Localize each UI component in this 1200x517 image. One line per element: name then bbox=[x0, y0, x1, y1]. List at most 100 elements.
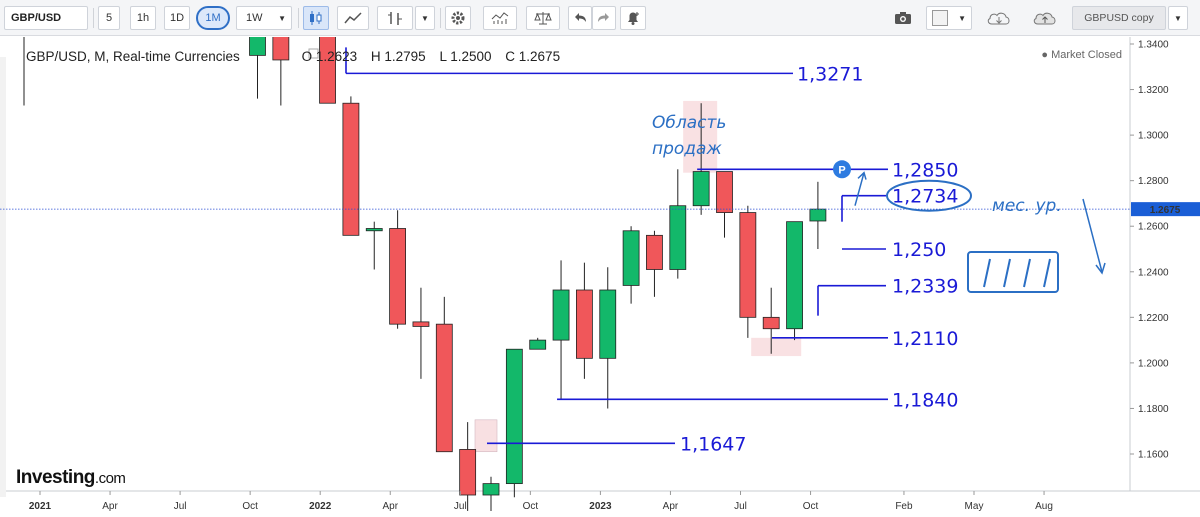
x-tick-label: Apr bbox=[382, 501, 398, 512]
save-layout-button[interactable] bbox=[1028, 6, 1062, 30]
level-label: 1,3271 bbox=[797, 63, 863, 85]
low-zone-highlight bbox=[474, 419, 498, 453]
candle bbox=[786, 221, 803, 341]
indicator-button[interactable] bbox=[377, 6, 413, 30]
chart-type-dropdown[interactable]: ▼ bbox=[415, 6, 435, 30]
low-zone-highlight bbox=[751, 337, 802, 357]
level-label: 1,1840 bbox=[892, 389, 958, 411]
indicators-icon bbox=[491, 12, 509, 24]
price-chart[interactable]: 1.2675 1,3271 1,2850 1,2734 1,250 1,2339 1,211… bbox=[0, 37, 1200, 517]
gear-icon bbox=[451, 11, 465, 25]
candle bbox=[412, 287, 430, 379]
candle-body bbox=[482, 483, 500, 496]
x-tick-label: Aug bbox=[1035, 501, 1053, 512]
candle-body bbox=[272, 37, 290, 61]
color-swatch bbox=[932, 10, 948, 26]
candle-body bbox=[529, 339, 547, 350]
sell-zone-label: Область bbox=[652, 113, 726, 133]
x-tick-label: Oct bbox=[803, 501, 819, 512]
chevron-down-icon: ▼ bbox=[1174, 13, 1182, 23]
chart-legend: GBP/USD, M, Real-time Currencies O 1.262… bbox=[26, 49, 560, 64]
candle-body bbox=[319, 37, 336, 104]
candle-body bbox=[622, 230, 640, 286]
candle-body bbox=[459, 449, 477, 496]
scales-icon bbox=[534, 12, 552, 25]
candle bbox=[809, 181, 827, 249]
chart-toolbar: GBP/USD 5 1h 1D 1M 1W ▼ ▼ ▼ bbox=[0, 0, 1200, 36]
candle-body bbox=[809, 208, 827, 222]
interval-1d-button[interactable]: 1D bbox=[164, 6, 190, 30]
redo-button[interactable] bbox=[592, 6, 616, 30]
level-label: 1,250 bbox=[892, 239, 946, 261]
legend-high: H 1.2795 bbox=[370, 49, 426, 64]
undo-button[interactable] bbox=[568, 6, 592, 30]
chevron-down-icon: ▼ bbox=[278, 13, 286, 23]
saved-layout-name[interactable]: GBPUSD copy bbox=[1072, 6, 1166, 30]
interval-1m-button[interactable]: 1M bbox=[196, 6, 230, 30]
sell-zone-label: продаж bbox=[652, 139, 722, 159]
candle bbox=[762, 287, 780, 354]
camera-icon bbox=[895, 12, 911, 24]
symbol-selector[interactable]: GBP/USD bbox=[4, 6, 88, 30]
color-picker[interactable]: ▼ bbox=[926, 6, 972, 30]
investing-logo: Investing.com bbox=[16, 467, 126, 489]
pivot-marker-icon bbox=[833, 160, 851, 179]
arrow-up-head bbox=[857, 171, 867, 180]
candle-body bbox=[552, 289, 570, 341]
interval-1w-dropdown[interactable]: 1W ▼ bbox=[236, 6, 292, 30]
monthly-level-label: мес. ур. bbox=[992, 196, 1062, 216]
compare-button[interactable] bbox=[526, 6, 560, 30]
bar-ohlc-icon bbox=[388, 12, 402, 25]
level-label: 1,2339 bbox=[892, 276, 958, 298]
legend-close: C 1.2675 bbox=[505, 49, 561, 64]
level-label: 1,1647 bbox=[680, 433, 746, 455]
candle-body bbox=[576, 289, 593, 359]
candlestick-chart-button[interactable] bbox=[303, 6, 329, 30]
settings-button[interactable] bbox=[445, 6, 471, 30]
interval-1h-button[interactable]: 1h bbox=[130, 6, 156, 30]
candle bbox=[272, 37, 290, 106]
screenshot-button[interactable] bbox=[888, 6, 918, 30]
alert-button[interactable] bbox=[620, 6, 646, 30]
x-tick-label: Oct bbox=[523, 501, 539, 512]
candle-body bbox=[505, 348, 523, 485]
candle bbox=[622, 226, 640, 304]
candle bbox=[552, 260, 570, 400]
candle-body bbox=[599, 289, 617, 359]
candle bbox=[505, 348, 523, 498]
candle bbox=[482, 476, 500, 511]
legend-low: L 1.2500 bbox=[439, 49, 492, 64]
axes: 1.3400 1.3200 1.3000 1.2800 1.2600 1.2400 1.22… bbox=[29, 40, 1169, 513]
level-label: 1,2110 bbox=[892, 328, 958, 350]
candle-body bbox=[389, 228, 407, 325]
candle bbox=[23, 37, 25, 106]
y-tick-label: 1.3400 bbox=[1138, 40, 1169, 51]
market-status-label: Market Closed bbox=[1051, 49, 1122, 61]
current-price-tag bbox=[1131, 202, 1200, 217]
y-tick-label: 1.2400 bbox=[1138, 267, 1169, 278]
candle bbox=[529, 337, 547, 350]
candle bbox=[692, 103, 710, 215]
status-dot-icon: ● bbox=[1041, 49, 1049, 61]
candle bbox=[319, 37, 336, 104]
y-tick-label: 1.2600 bbox=[1138, 222, 1169, 233]
candle bbox=[435, 296, 453, 453]
candle-body bbox=[762, 316, 780, 330]
y-tick-label: 1.2800 bbox=[1138, 176, 1169, 187]
candle bbox=[599, 267, 617, 409]
indicators-button[interactable] bbox=[483, 6, 517, 30]
candle bbox=[576, 262, 593, 379]
annotations: Область продаж мес. ур. P bbox=[308, 48, 1106, 293]
candle-body bbox=[646, 234, 663, 270]
load-layout-button[interactable] bbox=[982, 6, 1016, 30]
chart-panel[interactable]: 1.2675 1,3271 1,2850 1,2734 1,250 1,2339 1,211… bbox=[0, 37, 1200, 517]
interval-5m-button[interactable]: 5 bbox=[98, 6, 120, 30]
grid bbox=[0, 37, 1200, 497]
cloud-download-icon bbox=[987, 12, 1010, 25]
candle-body bbox=[249, 37, 266, 56]
y-tick-label: 1.3200 bbox=[1138, 85, 1169, 96]
line-chart-button[interactable] bbox=[337, 6, 369, 30]
arrow-down-icon bbox=[1082, 198, 1103, 273]
layout-dropdown[interactable]: ▼ bbox=[1168, 6, 1188, 30]
candle bbox=[389, 210, 407, 329]
